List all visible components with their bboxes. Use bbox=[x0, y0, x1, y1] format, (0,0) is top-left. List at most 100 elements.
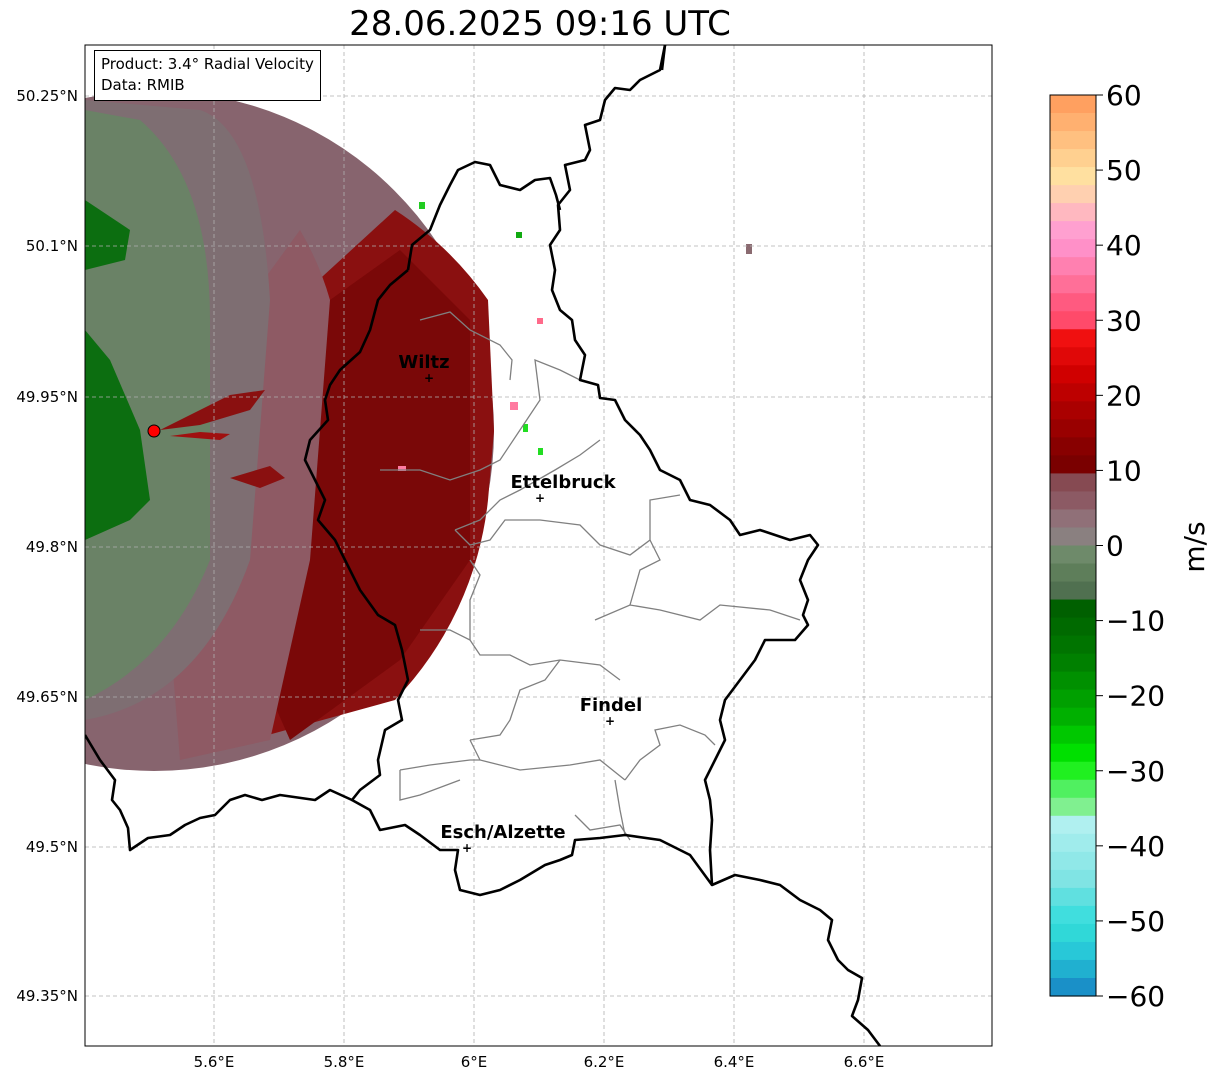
data-source-label: Data: RMIB bbox=[101, 76, 185, 94]
colorbar-band bbox=[1050, 923, 1096, 943]
colorbar-band bbox=[1050, 167, 1096, 186]
colorbar-tick-label: −20 bbox=[1106, 680, 1165, 713]
colorbar-band bbox=[1050, 185, 1096, 204]
colorbar-band bbox=[1050, 221, 1096, 240]
city-findel[interactable]: Findel + bbox=[580, 695, 643, 728]
colorbar-band bbox=[1050, 311, 1096, 330]
city-marker-icon: + bbox=[424, 371, 434, 385]
colorbar-band bbox=[1050, 725, 1096, 745]
colorbar-band bbox=[1050, 545, 1096, 565]
lon-axis: 5.6°E 5.8°E 6°E 6.2°E 6.4°E 6.6°E bbox=[194, 1053, 885, 1071]
city-label: Ettelbruck bbox=[510, 472, 616, 493]
colorbar-tick-label: −60 bbox=[1106, 980, 1165, 1013]
lon-tick-label: 6.6°E bbox=[844, 1053, 885, 1071]
colorbar-tick-label: 20 bbox=[1106, 379, 1142, 412]
colorbar-band bbox=[1050, 977, 1096, 997]
colorbar-band bbox=[1050, 365, 1096, 384]
colorbar-tick-label: −30 bbox=[1106, 755, 1165, 788]
colorbar-band bbox=[1050, 401, 1096, 420]
colorbar-band bbox=[1050, 437, 1096, 456]
country-borders bbox=[85, 45, 882, 1046]
colorbar-tick-label: 40 bbox=[1106, 229, 1142, 262]
colorbar-band bbox=[1050, 653, 1096, 673]
colorbar-band bbox=[1050, 257, 1096, 276]
city-marker-icon: + bbox=[605, 714, 615, 728]
colorbar-band bbox=[1050, 905, 1096, 925]
lat-tick-label: 50.25°N bbox=[16, 87, 78, 105]
colorbar-band bbox=[1050, 599, 1096, 619]
colorbar-band bbox=[1050, 419, 1096, 438]
lat-tick-label: 50.1°N bbox=[26, 237, 78, 255]
colorbar-tick-label: 30 bbox=[1106, 304, 1142, 337]
lon-tick-label: 5.6°E bbox=[194, 1053, 235, 1071]
lat-axis: 50.25°N 50.1°N 49.95°N 49.8°N 49.65°N 49… bbox=[16, 87, 78, 1005]
colorbar-band bbox=[1050, 815, 1096, 835]
city-label: Findel bbox=[580, 695, 643, 716]
lat-tick-label: 49.5°N bbox=[26, 838, 78, 856]
colorbar-band bbox=[1050, 851, 1096, 871]
colorbar-band bbox=[1050, 563, 1096, 583]
radar-site-marker[interactable] bbox=[147, 424, 161, 438]
colorbar-band bbox=[1050, 329, 1096, 348]
colorbar-tick-label: −50 bbox=[1106, 905, 1165, 938]
colorbar-unit-label: m/s bbox=[1178, 521, 1207, 572]
lat-tick-label: 49.8°N bbox=[26, 538, 78, 556]
colorbar-band bbox=[1050, 959, 1096, 979]
canton-boundaries bbox=[380, 311, 801, 841]
colorbar-band bbox=[1050, 383, 1096, 402]
map-frame bbox=[84, 44, 993, 1047]
colorbar-band bbox=[1050, 797, 1096, 817]
colorbar-tick-label: −10 bbox=[1106, 605, 1165, 638]
colorbar-band bbox=[1050, 707, 1096, 727]
colorbar-band bbox=[1050, 581, 1096, 601]
city-ettelbruck[interactable]: Ettelbruck + bbox=[510, 472, 616, 505]
lon-tick-label: 6.2°E bbox=[584, 1053, 625, 1071]
colorbar-band bbox=[1050, 347, 1096, 366]
colorbar-band bbox=[1050, 95, 1096, 114]
map-title: 28.06.2025 09:16 UTC bbox=[349, 4, 731, 44]
colorbar-band bbox=[1050, 131, 1096, 150]
city-marker-icon: + bbox=[535, 491, 545, 505]
colorbar-ticks: 60 50 40 30 20 10 0 −10 −20 −30 −40 −50 −60 bbox=[1096, 79, 1165, 1013]
lon-tick-label: 6.4°E bbox=[714, 1053, 755, 1071]
colorbar-band bbox=[1050, 743, 1096, 763]
colorbar-tick-label: 50 bbox=[1106, 154, 1142, 187]
colorbar-tick-label: −40 bbox=[1106, 830, 1165, 863]
city-marker-icon: + bbox=[462, 841, 472, 855]
colorbar-band bbox=[1050, 491, 1096, 511]
colorbar-tick-label: 60 bbox=[1106, 79, 1142, 112]
colorbar-band bbox=[1050, 689, 1096, 709]
colorbar-band bbox=[1050, 527, 1096, 547]
colorbar-band bbox=[1050, 887, 1096, 907]
colorbar-band bbox=[1050, 833, 1096, 853]
colorbar-band bbox=[1050, 941, 1096, 961]
colorbar-band bbox=[1050, 113, 1096, 132]
lat-tick-label: 49.65°N bbox=[16, 688, 78, 706]
city-esch-alzette[interactable]: Esch/Alzette + bbox=[440, 822, 565, 855]
colorbar-band bbox=[1050, 635, 1096, 655]
colorbar-tick-label: 10 bbox=[1106, 454, 1142, 487]
product-info-box: Product: 3.4° Radial Velocity Data: RMIB bbox=[94, 50, 321, 101]
colorbar-band bbox=[1050, 203, 1096, 222]
colorbar: 60 50 40 30 20 10 0 −10 −20 −30 −40 −50 −60 m/s bbox=[1049, 79, 1207, 1013]
colorbar-band bbox=[1050, 275, 1096, 294]
product-label: Product: 3.4° Radial Velocity bbox=[101, 55, 314, 73]
map-grid bbox=[85, 45, 992, 1046]
colorbar-band bbox=[1050, 239, 1096, 258]
colorbar-band bbox=[1050, 509, 1096, 529]
lat-tick-label: 49.95°N bbox=[16, 388, 78, 406]
lon-tick-label: 6°E bbox=[461, 1053, 488, 1071]
colorbar-band bbox=[1050, 293, 1096, 312]
colorbar-band bbox=[1050, 617, 1096, 637]
lat-tick-label: 49.35°N bbox=[16, 987, 78, 1005]
colorbar-band bbox=[1050, 671, 1096, 691]
colorbar-band bbox=[1050, 149, 1096, 168]
colorbar-band bbox=[1050, 455, 1096, 475]
city-label: Wiltz bbox=[398, 352, 449, 373]
colorbar-band bbox=[1050, 761, 1096, 781]
colorbar-band bbox=[1050, 473, 1096, 493]
radar-echo-layer bbox=[85, 91, 752, 771]
city-wiltz[interactable]: Wiltz + bbox=[398, 352, 449, 385]
city-label: Esch/Alzette bbox=[440, 822, 565, 843]
